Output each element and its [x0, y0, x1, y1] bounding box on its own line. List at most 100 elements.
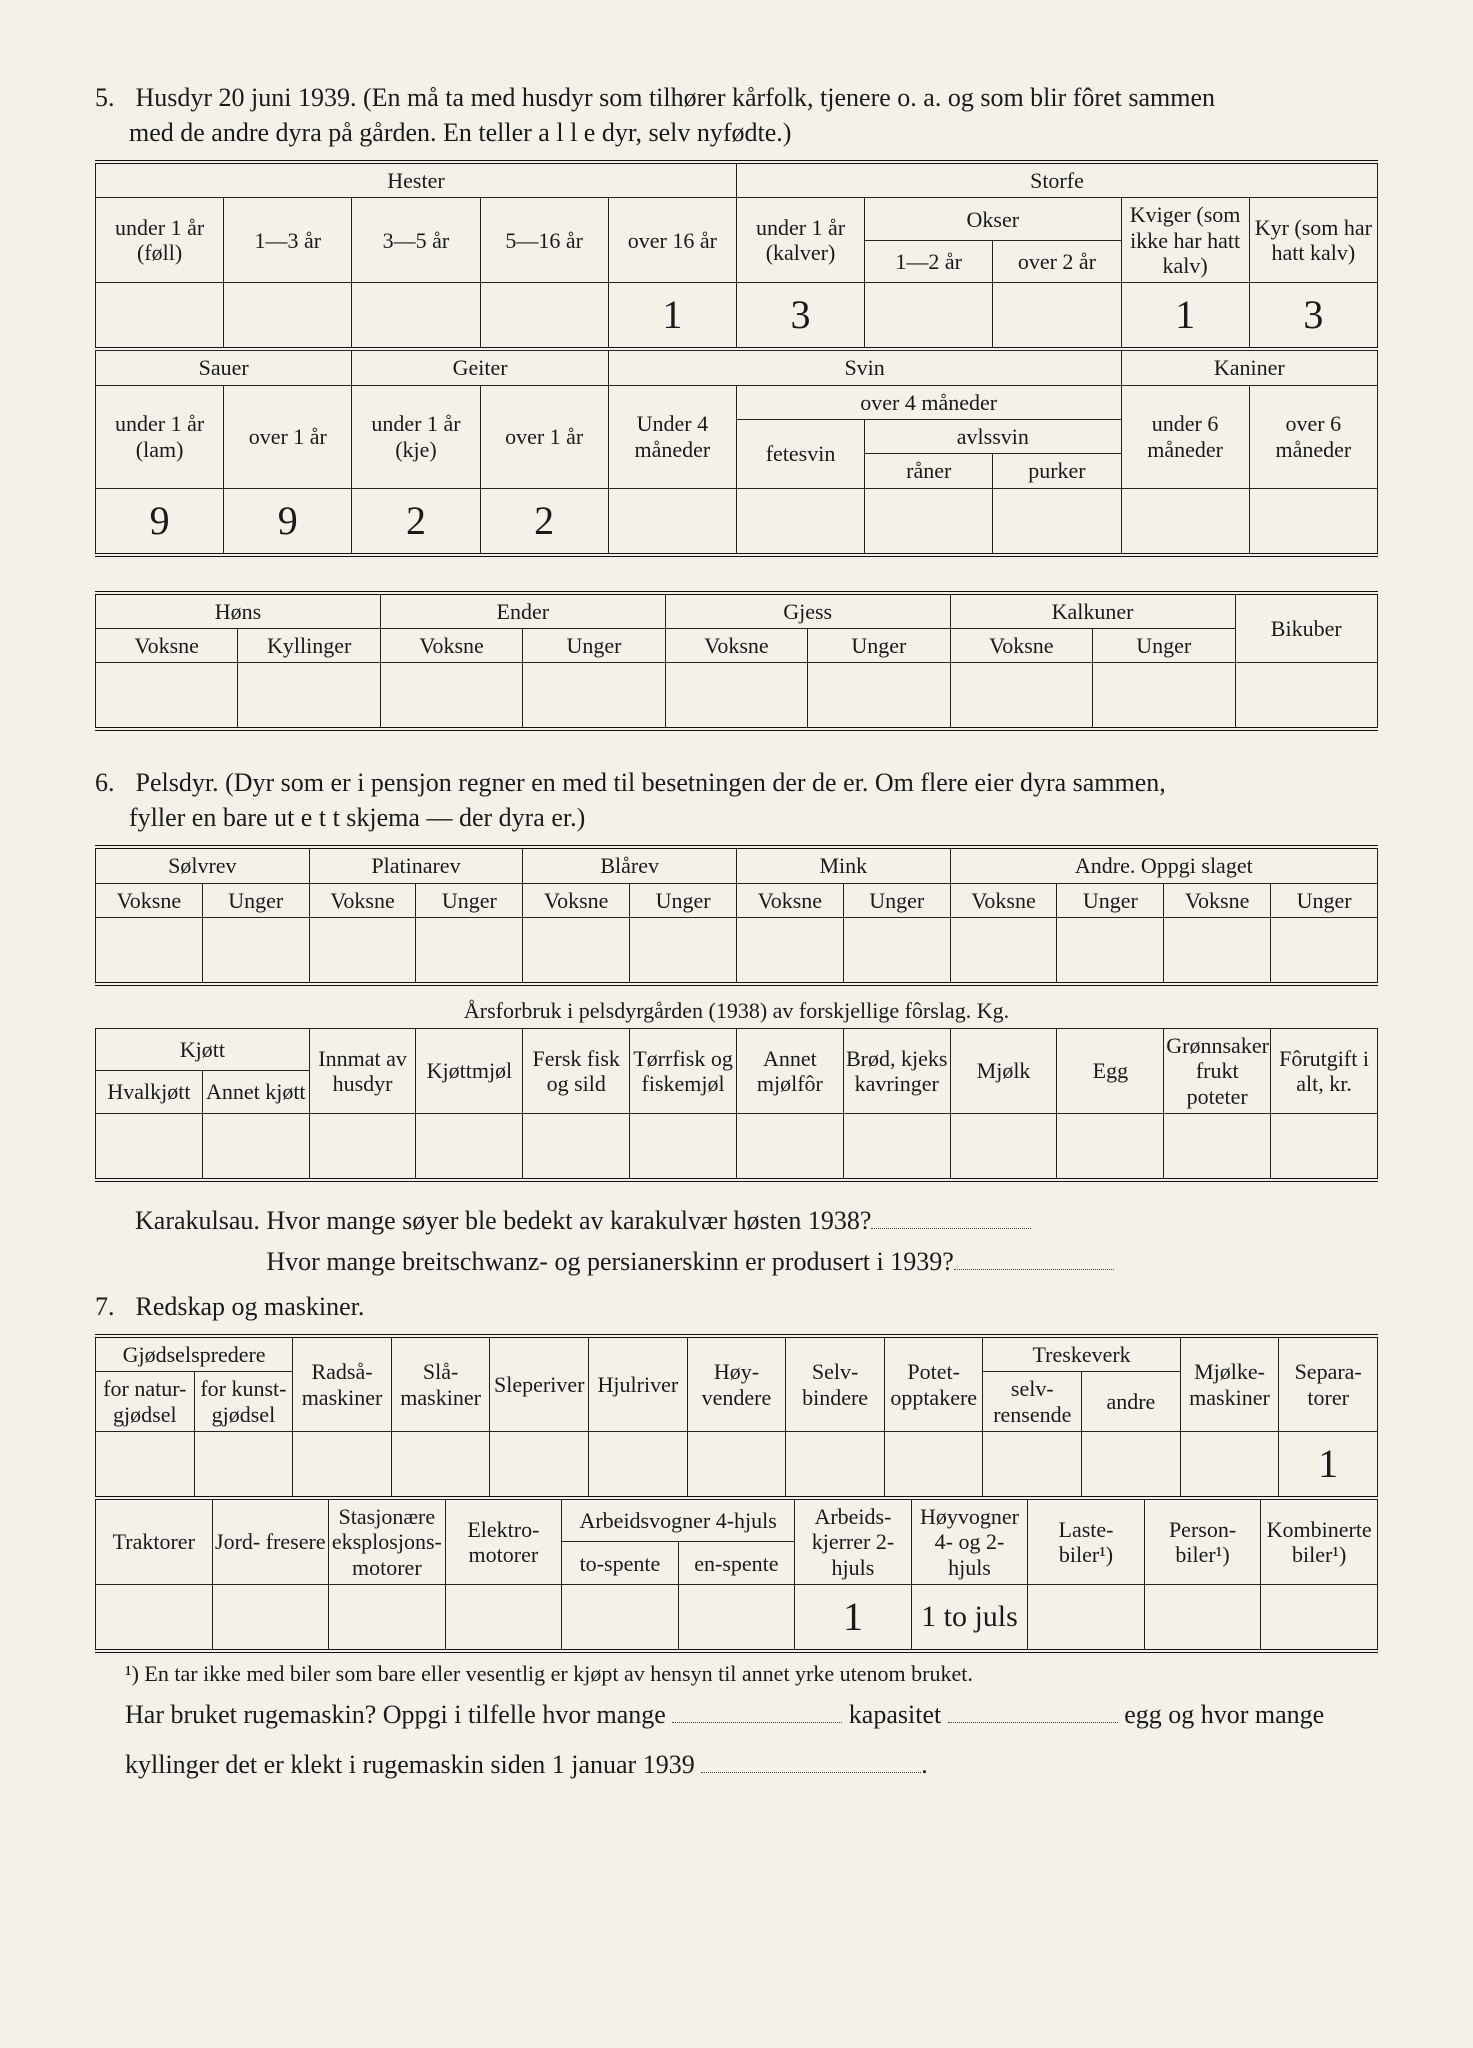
cell-r13[interactable]: 1	[1279, 1432, 1378, 1499]
cell-pd5[interactable]	[523, 917, 630, 984]
cell-r10[interactable]	[983, 1432, 1082, 1499]
cell-h3[interactable]	[352, 283, 480, 350]
cell-m11[interactable]	[1261, 1584, 1378, 1651]
cell-f2[interactable]	[202, 1113, 309, 1180]
cell-f7[interactable]	[736, 1113, 843, 1180]
cell-s5[interactable]: 3	[1249, 283, 1377, 350]
cell-f12[interactable]	[1271, 1113, 1378, 1180]
cell-r9[interactable]	[884, 1432, 983, 1499]
cell-h5[interactable]: 1	[608, 283, 736, 350]
h-v3: Voksne	[523, 883, 630, 917]
cell-f4[interactable]	[416, 1113, 523, 1180]
hdr-sv-o4: over 4 måneder	[736, 385, 1121, 419]
cell-p1[interactable]	[96, 663, 238, 730]
hdr-annetkjott: Annet kjøtt	[202, 1071, 309, 1113]
section5-line2: med de andre dyra på gården. En teller a…	[129, 118, 791, 147]
cell-f5[interactable]	[523, 1113, 630, 1180]
cell-sa1[interactable]: 9	[96, 488, 224, 555]
q1-blank1[interactable]	[672, 1704, 842, 1723]
cell-pd3[interactable]	[309, 917, 416, 984]
hdr-mink: Mink	[736, 847, 950, 883]
cell-pd12[interactable]	[1271, 917, 1378, 984]
cell-s2[interactable]	[865, 283, 993, 350]
hdr-kyr: Kyr (som har hatt kalv)	[1249, 198, 1377, 283]
cell-f1[interactable]	[96, 1113, 203, 1180]
cell-pd1[interactable]	[96, 917, 203, 984]
cell-sa2[interactable]: 9	[224, 488, 352, 555]
cell-r2[interactable]	[194, 1432, 293, 1499]
cell-m7[interactable]: 1	[795, 1584, 912, 1651]
hdr-sleperiver: Sleperiver	[490, 1336, 589, 1431]
cell-m4[interactable]	[445, 1584, 562, 1651]
cell-f3[interactable]	[309, 1113, 416, 1180]
cell-ge1[interactable]: 2	[352, 488, 480, 555]
cell-pd7[interactable]	[736, 917, 843, 984]
cell-ka2[interactable]	[1249, 488, 1377, 555]
hdr-o-1-2: 1—2 år	[865, 240, 993, 282]
h-v4: Voksne	[736, 883, 843, 917]
cell-p7[interactable]	[950, 663, 1092, 730]
cell-ge2[interactable]: 2	[480, 488, 608, 555]
feed-title: Årsforbruk i pelsdyrgården (1938) av for…	[95, 998, 1378, 1024]
cell-h1[interactable]	[96, 283, 224, 350]
cell-r11[interactable]	[1082, 1432, 1181, 1499]
karakul-a2[interactable]	[954, 1251, 1114, 1270]
cell-r5[interactable]	[490, 1432, 589, 1499]
cell-pd11[interactable]	[1164, 917, 1271, 984]
cell-m2[interactable]	[212, 1584, 329, 1651]
cell-ka1[interactable]	[1121, 488, 1249, 555]
q1b: kapasitet	[849, 1700, 941, 1729]
cell-r12[interactable]	[1180, 1432, 1279, 1499]
cell-m10[interactable]	[1144, 1584, 1261, 1651]
section7-title: 7. Redskap og maskiner.	[95, 1289, 1378, 1324]
cell-r6[interactable]	[589, 1432, 688, 1499]
cell-p3[interactable]	[380, 663, 522, 730]
q1a: Har bruket rugemaskin? Oppgi i tilfelle …	[125, 1700, 666, 1729]
cell-h2[interactable]	[224, 283, 352, 350]
cell-f11[interactable]	[1164, 1113, 1271, 1180]
cell-m9[interactable]	[1028, 1584, 1145, 1651]
hdr-o-o2: over 2 år	[993, 240, 1121, 282]
cell-p4[interactable]	[523, 663, 665, 730]
cell-sv1[interactable]	[608, 488, 736, 555]
cell-p6[interactable]	[808, 663, 950, 730]
cell-s4[interactable]: 1	[1121, 283, 1249, 350]
cell-pd4[interactable]	[416, 917, 523, 984]
cell-pd2[interactable]	[202, 917, 309, 984]
cell-p9[interactable]	[1235, 663, 1378, 730]
cell-pd10[interactable]	[1057, 917, 1164, 984]
cell-r4[interactable]	[391, 1432, 490, 1499]
cell-m1[interactable]	[96, 1584, 213, 1651]
cell-s1[interactable]: 3	[736, 283, 864, 350]
hdr-forutgift: Fôrutgift i alt, kr.	[1271, 1028, 1378, 1113]
q2-blank[interactable]	[701, 1754, 921, 1773]
cell-m5[interactable]	[562, 1584, 679, 1651]
cell-h4[interactable]	[480, 283, 608, 350]
cell-sv2[interactable]	[736, 488, 864, 555]
cell-sv3[interactable]	[865, 488, 993, 555]
q1-blank2[interactable]	[948, 1704, 1118, 1723]
hdr-sauer: Sauer	[96, 351, 352, 385]
cell-pd9[interactable]	[950, 917, 1057, 984]
cell-sv4[interactable]	[993, 488, 1121, 555]
cell-p5[interactable]	[665, 663, 807, 730]
cell-f9[interactable]	[950, 1113, 1057, 1180]
cell-r1[interactable]	[96, 1432, 195, 1499]
cell-m6[interactable]	[678, 1584, 795, 1651]
cell-m8[interactable]: 1 to juls	[911, 1584, 1028, 1651]
cell-s3[interactable]	[993, 283, 1121, 350]
cell-pd6[interactable]	[630, 917, 737, 984]
cell-r7[interactable]	[687, 1432, 786, 1499]
cell-m3[interactable]	[329, 1584, 446, 1651]
cell-pd8[interactable]	[843, 917, 950, 984]
cell-r8[interactable]	[786, 1432, 885, 1499]
cell-f10[interactable]	[1057, 1113, 1164, 1180]
cell-p8[interactable]	[1093, 663, 1235, 730]
cell-f8[interactable]	[843, 1113, 950, 1180]
cell-r3[interactable]	[293, 1432, 392, 1499]
hdr-raner: råner	[865, 454, 993, 488]
cell-p2[interactable]	[238, 663, 380, 730]
cell-f6[interactable]	[630, 1113, 737, 1180]
karakul-a1[interactable]	[871, 1210, 1031, 1229]
h-u2: Unger	[416, 883, 523, 917]
